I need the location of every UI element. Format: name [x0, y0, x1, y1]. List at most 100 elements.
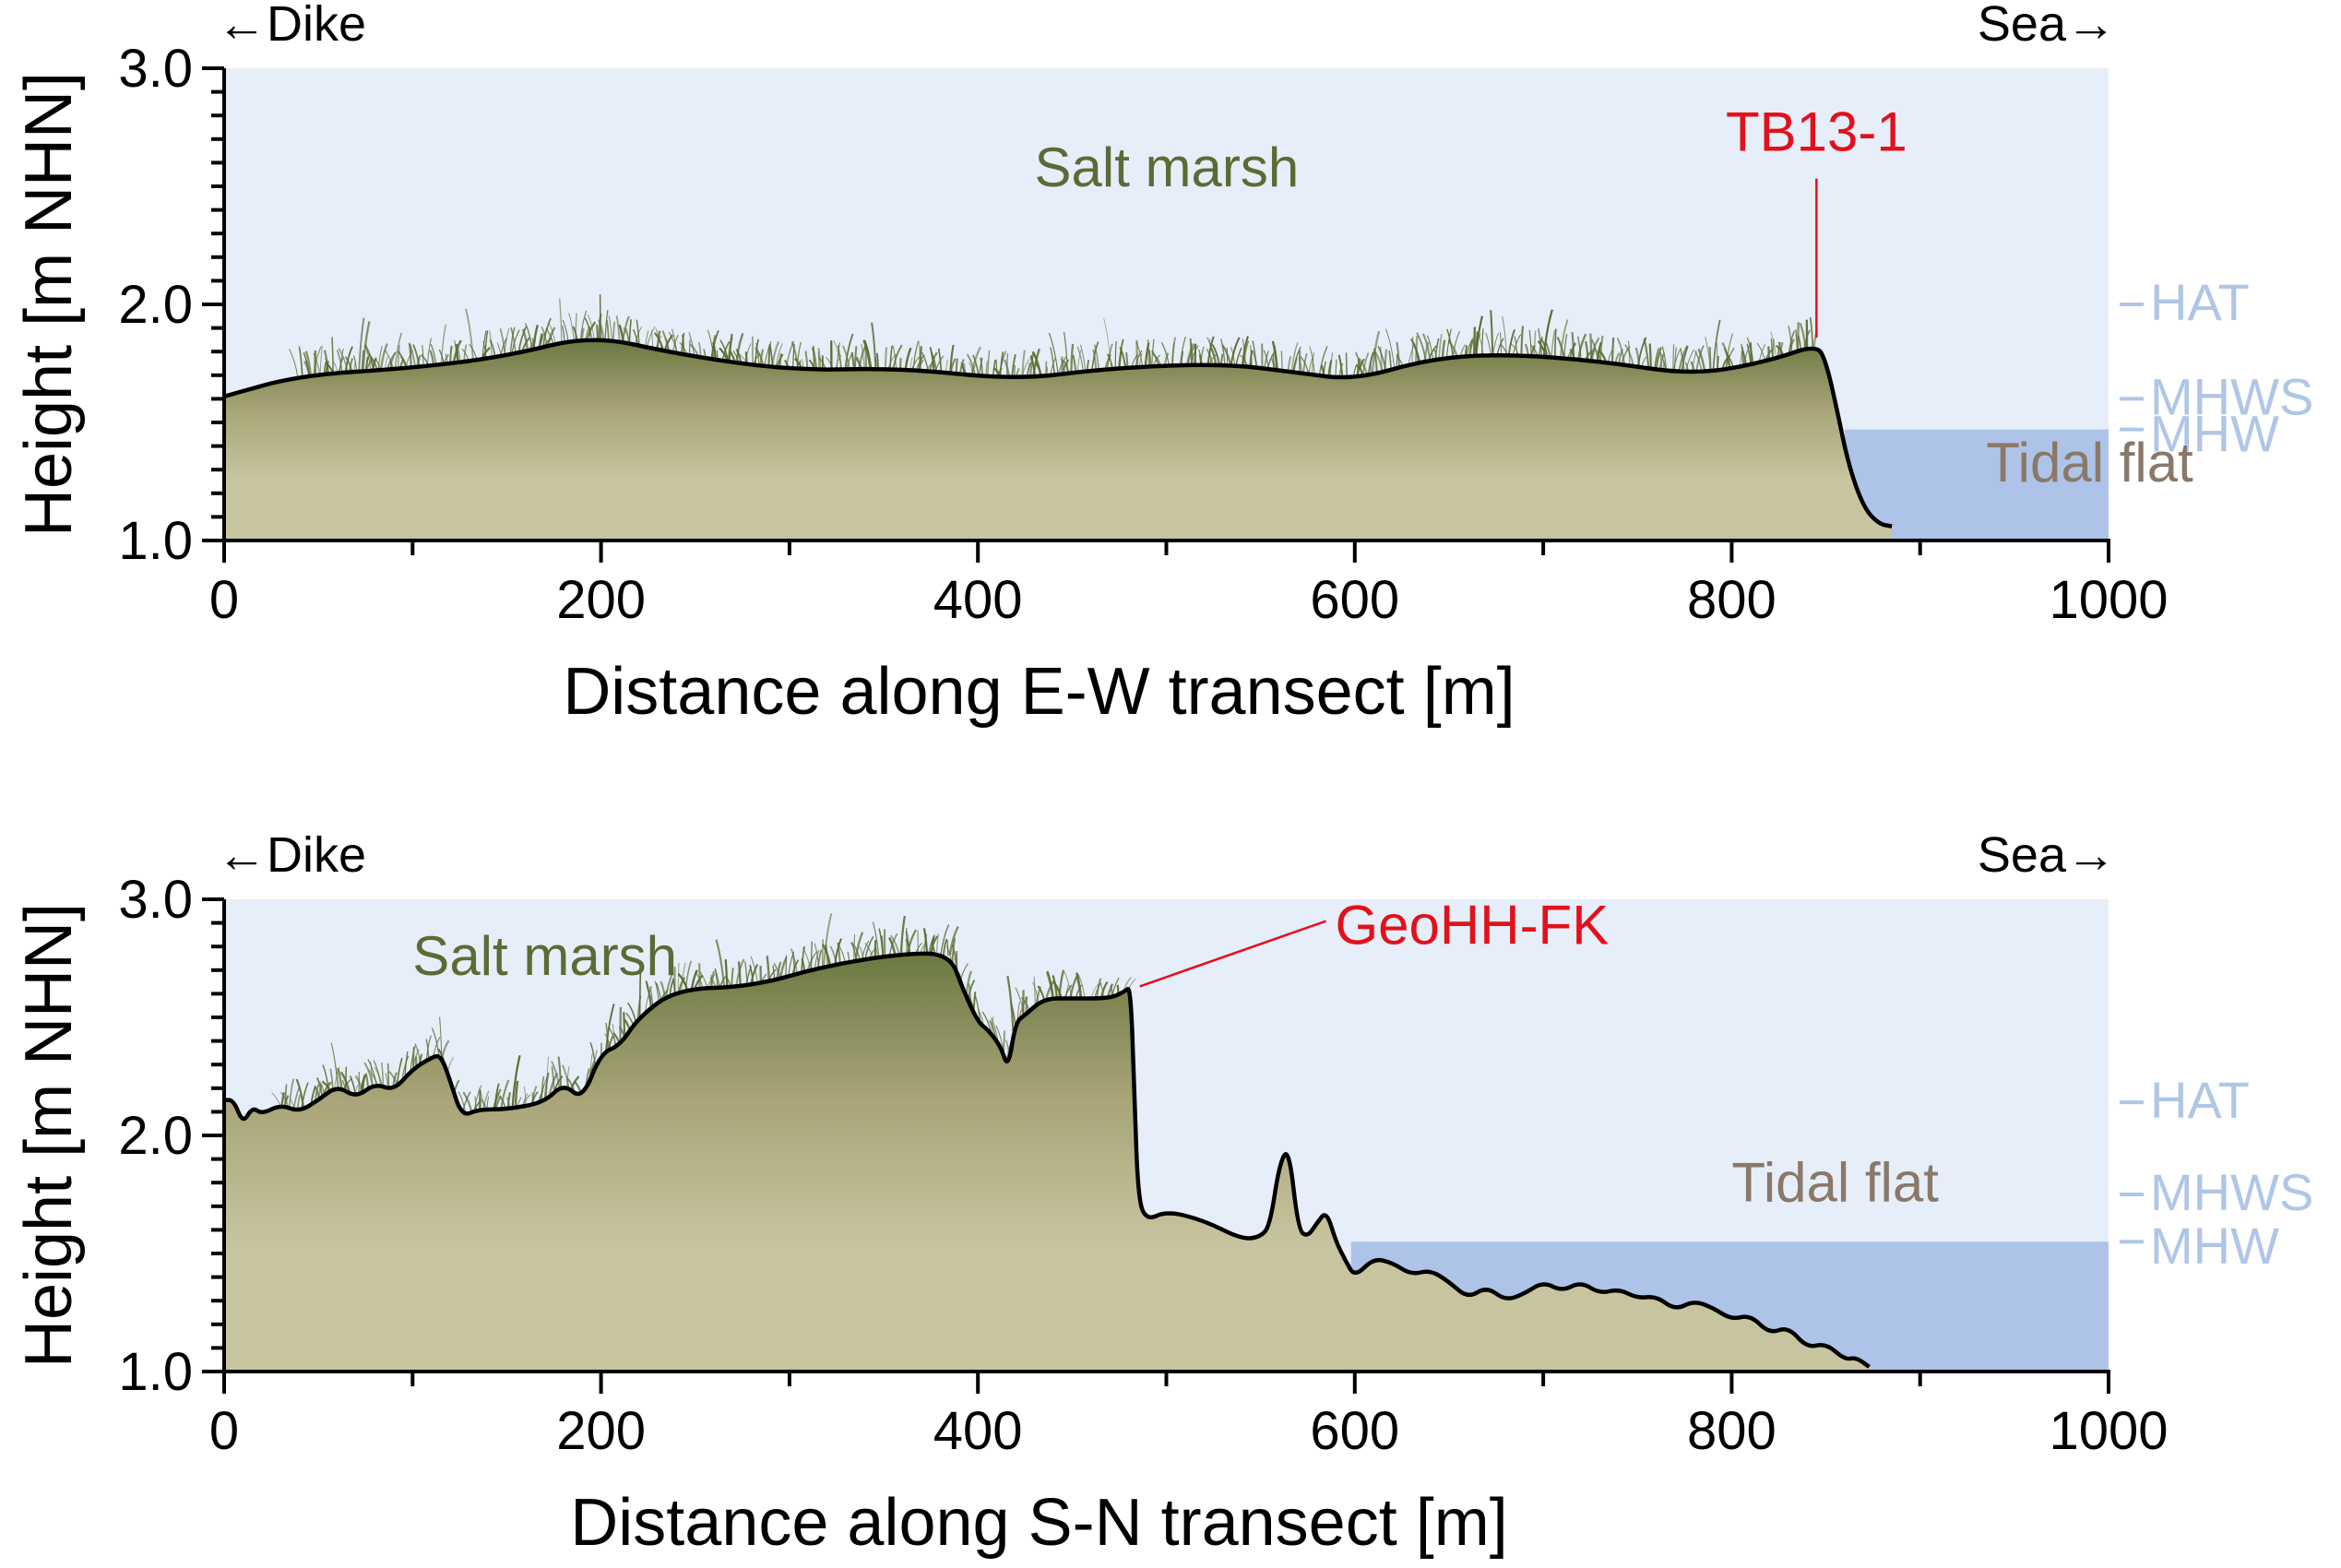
grass-blade: [822, 939, 824, 968]
grass-blade: [1502, 315, 1507, 356]
y-tick-label: 2.0: [118, 1106, 193, 1166]
grass-blade: [584, 317, 592, 338]
grass-blade: [1809, 316, 1814, 349]
grass-blade: [638, 964, 642, 1017]
grass-blade: [303, 352, 311, 377]
x-tick-label: 800: [1687, 1401, 1777, 1461]
grass-blade: [596, 324, 599, 339]
sea-direction-label: Sea→: [1978, 0, 2116, 52]
grass-blade: [899, 915, 907, 956]
grass-blade: [298, 345, 303, 377]
grass-blade: [1416, 332, 1427, 362]
salt-marsh-label: Salt marsh: [1034, 137, 1299, 198]
grass-blade: [715, 939, 726, 990]
tide-level-label: HAT: [2150, 273, 2250, 331]
ground-surface-line: [224, 951, 1871, 1369]
ground-profile: [224, 339, 1893, 540]
y-tick-label: 2.0: [118, 275, 193, 335]
grass-blade: [1475, 315, 1484, 358]
tide-level-label: MHWS: [2150, 1163, 2313, 1221]
grass-blade: [948, 925, 959, 956]
x-tick-label: 400: [933, 1401, 1023, 1461]
x-tick-label: 400: [933, 570, 1023, 630]
grass-blade: [1712, 319, 1721, 374]
grass-blade: [1220, 339, 1226, 366]
grass-blade: [304, 350, 313, 377]
x-tick-label: 0: [209, 570, 239, 630]
grass-blade: [884, 347, 888, 371]
ground-profile: [224, 953, 1870, 1372]
grass-blade: [568, 313, 575, 342]
grass-blade: [912, 340, 920, 372]
grass-blade: [940, 924, 950, 956]
grass-blade: [681, 962, 686, 992]
x-axis-label: Distance along E-W transect [m]: [563, 655, 1515, 729]
tide-level-label: HAT: [2150, 1071, 2250, 1129]
grass-blade: [557, 1056, 563, 1087]
grass-blade: [608, 315, 613, 341]
y-tick-label: 1.0: [118, 511, 193, 571]
grass-blade: [587, 314, 595, 338]
grass-blade: [871, 322, 877, 371]
grass-blade: [1006, 976, 1015, 1031]
dike-direction-label: ←Dike: [217, 0, 366, 52]
grass-blade: [289, 349, 299, 377]
grass-blade: [581, 327, 585, 340]
sea-direction-label: Sea→: [1978, 827, 2116, 883]
y-tick-label: 1.0: [118, 1342, 193, 1402]
grass-blade: [942, 938, 948, 956]
grass-blade: [587, 321, 597, 339]
grass-blade: [1147, 339, 1150, 369]
x-tick-label: 200: [556, 1401, 646, 1461]
grass-blade: [604, 310, 609, 340]
dike-direction-label: ←Dike: [217, 827, 366, 883]
x-tick-label: 600: [1310, 570, 1399, 630]
tide-level-label: MHW: [2150, 1217, 2279, 1275]
x-tick-label: 200: [556, 570, 646, 630]
annotations: Salt marsh Tidal flat GeoHH-FK: [224, 895, 1939, 1369]
grass-blade: [358, 317, 365, 374]
tidal-flat-label: Tidal flat: [1731, 1152, 1939, 1214]
y-tick-label: 3.0: [118, 870, 193, 930]
y-axis-label: Height [m NHN]: [12, 903, 86, 1368]
grass-blade: [1427, 335, 1434, 361]
core-label: TB13-1: [1726, 101, 1907, 163]
grass-blade: [946, 939, 949, 956]
grass-blade: [579, 310, 588, 340]
grass-blade: [1490, 310, 1494, 357]
grass-blade: [330, 1042, 339, 1089]
axes: 0 200 400 600 800 1000 1.0 2.0 3.0: [118, 39, 2168, 630]
y-axis-label: Height [m NHN]: [12, 72, 86, 537]
x-tick-label: 1000: [2049, 1401, 2168, 1461]
grass-blade: [329, 1068, 334, 1090]
grass-blade: [1384, 328, 1396, 371]
grass-blade: [678, 977, 686, 992]
grass-blade: [1610, 337, 1615, 365]
y-tick-label: 3.0: [118, 39, 193, 99]
grass-blade: [1048, 332, 1059, 377]
x-axis-label: Distance along S-N transect [m]: [570, 1486, 1507, 1560]
grass-blade: [1103, 318, 1112, 371]
annotations: Salt marsh Tidal flat TB13-1: [223, 101, 2193, 529]
grass-blade: [626, 1002, 636, 1022]
water-area: [1844, 429, 2109, 540]
tidal-flat-label: Tidal flat: [1986, 432, 2193, 493]
x-tick-label: 800: [1687, 570, 1777, 630]
x-tick-label: 0: [209, 1401, 239, 1461]
grass-blade: [598, 319, 605, 339]
tide-level-label: MHWS: [2150, 367, 2313, 425]
core-leader-line: [1139, 920, 1326, 988]
grass-blade: [823, 913, 833, 968]
x-tick-label: 600: [1310, 1401, 1399, 1461]
grass-blade: [671, 978, 676, 992]
axes: 0 200 400 600 800 1000 1.0 2.0 3.0: [118, 870, 2168, 1461]
grass-blade: [677, 963, 680, 992]
grass-blade: [604, 1004, 615, 1054]
ground-surface-line: [223, 338, 1893, 529]
core-label: GeoHH-FK: [1336, 895, 1610, 956]
